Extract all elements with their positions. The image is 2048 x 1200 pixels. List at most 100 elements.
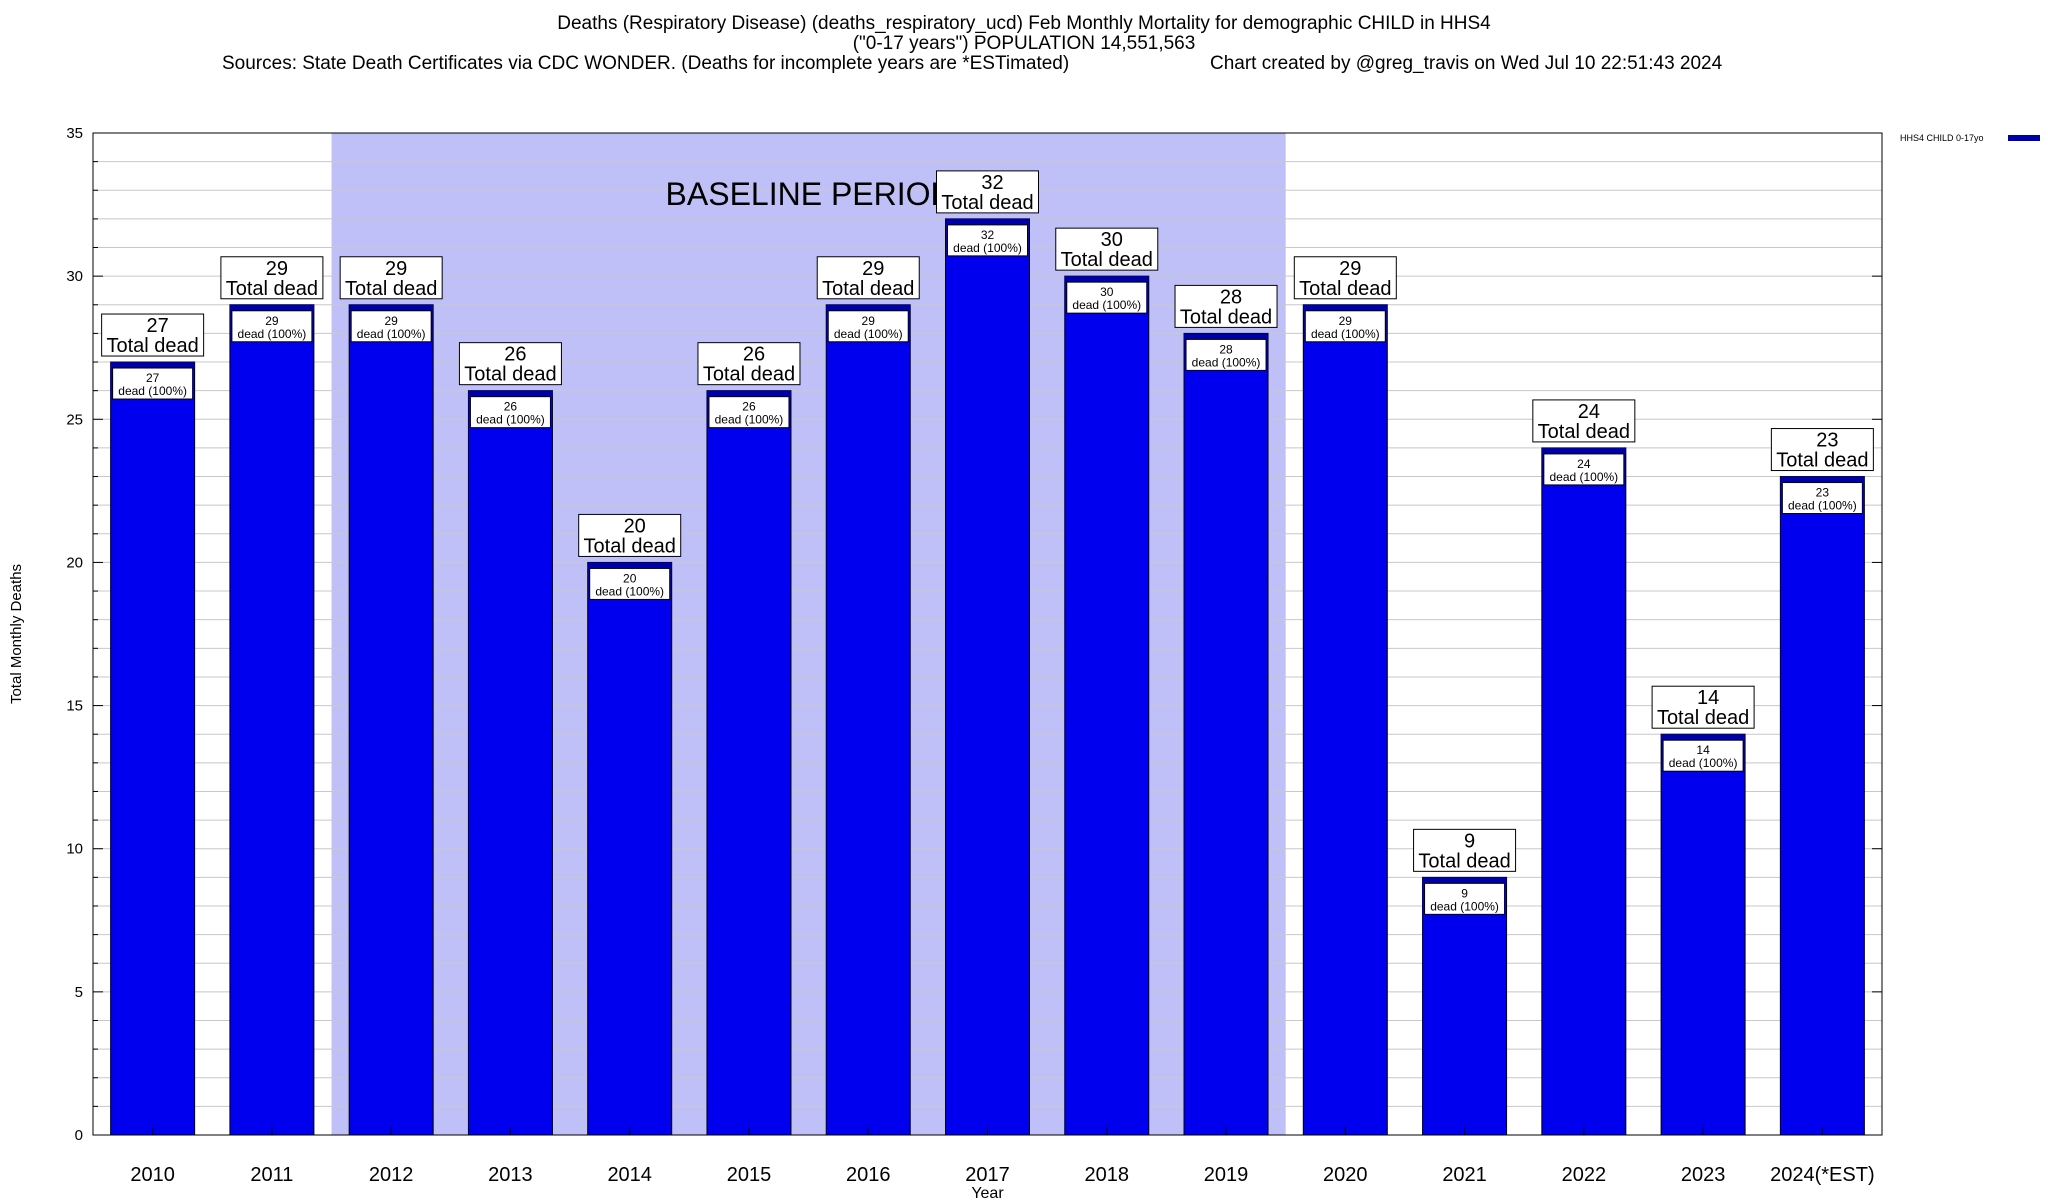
- bar-top-band: [706, 390, 791, 397]
- total-value-label: 23: [1816, 430, 1838, 452]
- bar-top-band: [1541, 447, 1626, 454]
- bar-top-band: [468, 390, 553, 397]
- x-tick-label: 2014: [607, 1164, 652, 1186]
- total-value-label: 28: [1220, 286, 1242, 308]
- total-label-box: [101, 313, 205, 357]
- x-tick-label: 2022: [1562, 1164, 1607, 1186]
- inner-value-label: 29: [384, 314, 398, 328]
- inner-percent-label: dead (100%): [357, 327, 426, 341]
- bar: [229, 304, 315, 1136]
- inner-value-label: 23: [1816, 486, 1830, 500]
- total-dead-label: Total dead: [226, 278, 318, 300]
- inner-label-box: [589, 567, 671, 600]
- inner-label-box: [1185, 338, 1267, 371]
- inner-percent-label: dead (100%): [1072, 298, 1141, 312]
- bar: [825, 304, 911, 1136]
- total-label-box: [1770, 428, 1874, 472]
- total-value-label: 30: [1101, 229, 1123, 251]
- y-tick-label: 15: [66, 698, 83, 715]
- bar-top-band: [1661, 734, 1746, 741]
- total-label-box: [816, 256, 920, 300]
- bar-top-band: [1422, 877, 1507, 884]
- total-label-box: [1413, 828, 1517, 872]
- total-dead-label: Total dead: [1538, 421, 1630, 443]
- inner-percent-label: dead (100%): [834, 327, 903, 341]
- total-dead-label: Total dead: [941, 192, 1033, 214]
- y-tick-label: 5: [75, 984, 83, 1001]
- x-tick-label: 2017: [965, 1164, 1010, 1186]
- total-dead-label: Total dead: [1299, 278, 1391, 300]
- bar: [1541, 447, 1627, 1136]
- inner-value-label: 14: [1696, 743, 1710, 757]
- bar-top-band: [1303, 304, 1388, 311]
- total-dead-label: Total dead: [1418, 850, 1510, 872]
- total-value-label: 26: [504, 344, 526, 366]
- x-axis-title: Year: [971, 1185, 1004, 1200]
- x-tick-label: 2018: [1085, 1164, 1130, 1186]
- inner-percent-label: dead (100%): [476, 413, 545, 427]
- total-label-box: [936, 170, 1039, 214]
- inner-value-label: 27: [146, 371, 160, 385]
- bar-top-band: [826, 304, 911, 311]
- x-tick-label: 2016: [846, 1164, 891, 1186]
- inner-percent-label: dead (100%): [595, 584, 664, 598]
- total-value-label: 29: [385, 258, 407, 280]
- total-dead-label: Total dead: [822, 278, 914, 300]
- inner-label-box: [1543, 453, 1625, 486]
- x-tick-label: 2010: [130, 1164, 175, 1186]
- total-value-label: 26: [743, 344, 765, 366]
- x-tick-label: 2024(*EST): [1770, 1164, 1875, 1186]
- chart-subtitle: ("0-17 years") POPULATION 14,551,563: [852, 33, 1196, 54]
- inner-label-box: [1304, 310, 1386, 343]
- total-label-box: [1293, 256, 1397, 300]
- inner-label-box: [947, 224, 1028, 257]
- bar-top-band: [229, 304, 314, 311]
- total-dead-label: Total dead: [106, 335, 198, 357]
- x-tick-label: 2015: [727, 1164, 772, 1186]
- bar: [348, 304, 434, 1136]
- inner-label-box: [1662, 739, 1744, 772]
- inner-percent-label: dead (100%): [953, 241, 1022, 255]
- inner-label-box: [231, 310, 313, 343]
- inner-label-box: [827, 310, 909, 343]
- inner-percent-label: dead (100%): [715, 413, 784, 427]
- bar-top-band: [1780, 476, 1865, 483]
- inner-value-label: 29: [1339, 314, 1353, 328]
- baseline-period-label: BASELINE PERIOD: [666, 176, 954, 212]
- bar: [706, 390, 792, 1136]
- total-dead-label: Total dead: [1657, 707, 1749, 729]
- total-value-label: 9: [1464, 830, 1475, 852]
- inner-percent-label: dead (100%): [118, 384, 187, 398]
- y-tick-label: 25: [66, 411, 83, 428]
- y-tick-label: 20: [66, 554, 83, 571]
- total-label-box: [578, 513, 682, 557]
- legend-swatch: [2008, 135, 2040, 141]
- total-label-box: [1651, 685, 1755, 729]
- bar: [1183, 332, 1269, 1136]
- inner-label-box: [708, 396, 790, 429]
- inner-percent-label: dead (100%): [1788, 499, 1857, 513]
- total-label-box: [458, 342, 562, 386]
- chart-title: Deaths (Respiratory Disease) (deaths_res…: [557, 13, 1491, 34]
- bar: [467, 390, 553, 1136]
- inner-label-box: [1424, 882, 1506, 915]
- inner-value-label: 30: [1100, 285, 1114, 299]
- y-tick-label: 30: [66, 268, 83, 285]
- bar: [1422, 876, 1508, 1136]
- inner-value-label: 29: [265, 314, 279, 328]
- total-dead-label: Total dead: [464, 364, 556, 386]
- inner-value-label: 32: [981, 228, 995, 242]
- bar-top-band: [1064, 276, 1149, 283]
- inner-percent-label: dead (100%): [1430, 899, 1499, 913]
- y-tick-label: 10: [66, 841, 83, 858]
- y-axis-title: Total Monthly Deaths: [8, 564, 25, 704]
- inner-label-box: [350, 310, 432, 343]
- inner-percent-label: dead (100%): [1549, 470, 1618, 484]
- x-tick-label: 2013: [488, 1164, 533, 1186]
- total-value-label: 24: [1578, 401, 1600, 423]
- total-value-label: 14: [1697, 687, 1719, 709]
- y-tick-label: 35: [66, 125, 83, 142]
- bar: [945, 218, 1030, 1136]
- total-dead-label: Total dead: [345, 278, 437, 300]
